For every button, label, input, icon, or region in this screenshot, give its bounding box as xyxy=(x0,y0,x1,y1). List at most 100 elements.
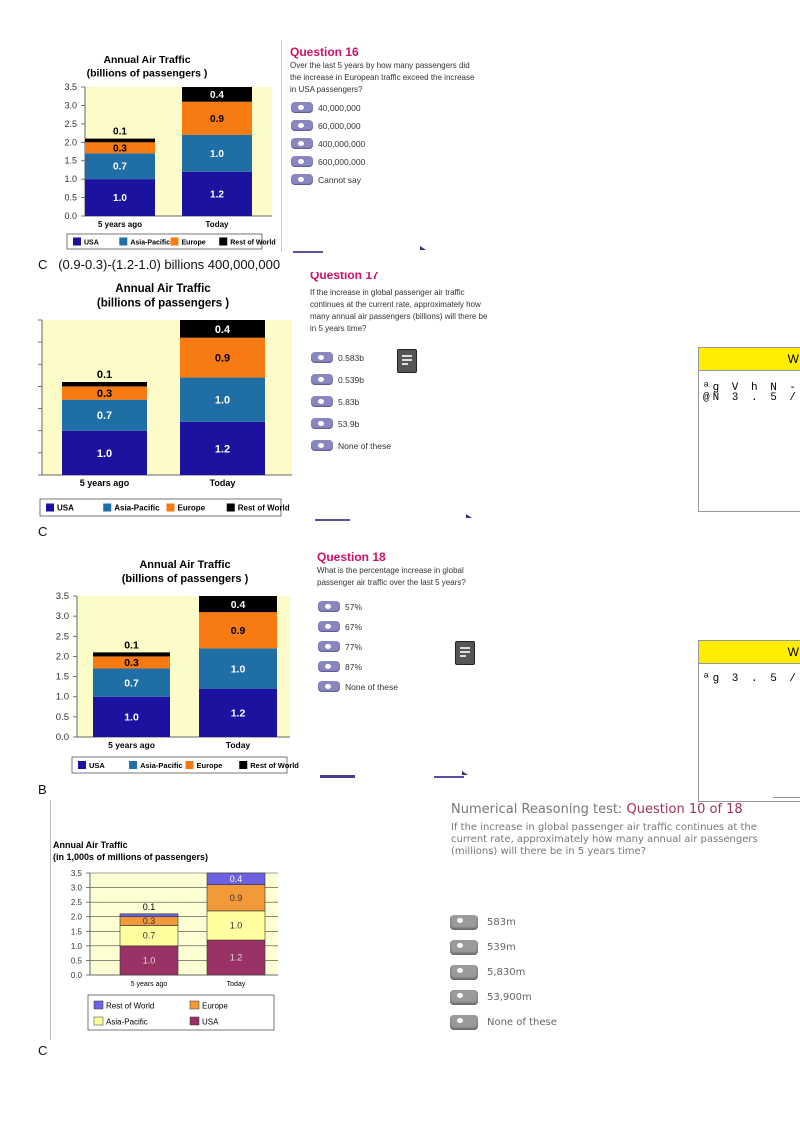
y-tick-label: 3.0 xyxy=(56,611,69,622)
data-label: 0.9 xyxy=(230,893,243,903)
note-icon[interactable] xyxy=(397,349,417,373)
nav-button[interactable] xyxy=(320,775,355,778)
legend-label: Europe xyxy=(202,1002,228,1011)
legend-swatch xyxy=(226,503,235,512)
chart-3: Annual Air Traffic (billions of passenger… xyxy=(56,559,299,774)
answer-option[interactable]: 583m xyxy=(450,915,516,930)
radio-button[interactable] xyxy=(450,1015,478,1030)
nav-button[interactable] xyxy=(293,251,323,253)
answer-option[interactable]: 0.539b xyxy=(311,374,364,385)
data-label: 0.9 xyxy=(215,353,230,365)
answer-option[interactable]: 539m xyxy=(450,940,516,955)
data-label: 1.0 xyxy=(230,920,243,930)
radio-button[interactable] xyxy=(291,120,313,131)
nav-button[interactable] xyxy=(434,776,464,778)
test-name: Numerical Reasoning test: xyxy=(451,802,627,817)
answer-option[interactable]: 53.9b xyxy=(311,418,359,429)
answer-option[interactable]: None of these xyxy=(450,1015,557,1030)
answer-option[interactable]: 60,000,000 xyxy=(291,120,361,131)
radio-button[interactable] xyxy=(318,601,340,612)
answer-option[interactable]: 57% xyxy=(318,601,362,612)
radio-button[interactable] xyxy=(311,352,333,363)
answer-option[interactable]: None of these xyxy=(318,681,398,692)
legend-swatch xyxy=(93,1016,104,1026)
text-line: in 5 years time? xyxy=(310,324,367,333)
answer-option[interactable]: 5.83b xyxy=(311,396,359,407)
radio-button[interactable] xyxy=(450,940,478,955)
radio-button[interactable] xyxy=(291,102,313,113)
legend-swatch xyxy=(189,1000,200,1010)
answer-option[interactable]: 87% xyxy=(318,661,362,672)
bar-segment-europe xyxy=(182,101,252,135)
option-label: 40,000,000 xyxy=(318,102,361,113)
answer-option[interactable]: None of these xyxy=(311,440,391,451)
question-16-text: Over the last 5 years by how many passen… xyxy=(290,60,474,96)
legend-swatch xyxy=(219,237,228,246)
answer-option[interactable]: 5,830m xyxy=(450,965,525,980)
next-arrow-icon[interactable] xyxy=(420,246,426,250)
chart-title: Annual Air Traffic xyxy=(139,559,230,571)
answer-option[interactable]: 40,000,000 xyxy=(291,102,361,113)
radio-button[interactable] xyxy=(291,138,313,149)
x-tick-label: Today xyxy=(210,478,236,488)
radio-button[interactable] xyxy=(311,440,333,451)
radio-button[interactable] xyxy=(318,681,340,692)
answer-option[interactable]: 0.583b xyxy=(311,352,364,363)
answer-option[interactable]: 67% xyxy=(318,621,362,632)
data-label: 1.0 xyxy=(231,663,246,675)
chart-title: Annual Air Traffic xyxy=(115,283,211,295)
panel-divider xyxy=(50,800,51,1040)
legend-swatch xyxy=(73,237,81,246)
radio-button[interactable] xyxy=(311,418,333,429)
option-label: 583m xyxy=(487,917,516,928)
radio-button[interactable] xyxy=(450,915,478,930)
data-label: 0.3 xyxy=(113,143,127,154)
option-label: None of these xyxy=(487,1017,557,1028)
chart-2: Annual Air Traffic (billions of passenger… xyxy=(0,0,800,540)
option-label: 0.539b xyxy=(338,374,364,385)
legend-label: Rest of World xyxy=(230,240,275,247)
y-tick-label: 3.5 xyxy=(56,591,69,602)
bar-segment-asia-pacific xyxy=(206,910,266,941)
text-line: What is the percentage increase in globa… xyxy=(317,566,464,575)
legend-swatch xyxy=(166,503,175,512)
y-tick-label: 0.0 xyxy=(71,971,83,980)
radio-button[interactable] xyxy=(318,621,340,632)
legend xyxy=(66,233,263,250)
radio-button[interactable] xyxy=(318,641,340,652)
data-label: 0.4 xyxy=(230,874,243,884)
bar-segment-rest-of-world xyxy=(180,320,265,338)
next-arrow-icon[interactable] xyxy=(462,771,468,775)
y-tick-label: 1.0 xyxy=(71,942,83,951)
data-label: 1.0 xyxy=(143,955,156,965)
next-arrow-icon[interactable] xyxy=(466,514,472,518)
nav-button[interactable] xyxy=(315,519,350,521)
note-icon[interactable] xyxy=(455,641,475,665)
radio-button[interactable] xyxy=(311,396,333,407)
answer-option[interactable]: 600,000,000 xyxy=(291,156,365,167)
x-tick-label: 5 years ago xyxy=(131,981,168,988)
answer-option[interactable]: 77% xyxy=(318,641,362,652)
question-10-heading: Numerical Reasoning test: Question 10 of… xyxy=(451,802,743,817)
y-tick-label: 2.0 xyxy=(71,913,83,922)
answer-option[interactable]: 53,900m xyxy=(450,990,532,1005)
question-10-text: If the increase in global passenger air … xyxy=(451,822,758,858)
bar-segment-asia-pacific xyxy=(182,134,252,172)
chart-title: Annual Air Traffic xyxy=(53,840,128,850)
radio-button[interactable] xyxy=(450,990,478,1005)
radio-button[interactable] xyxy=(311,374,333,385)
radio-button[interactable] xyxy=(450,965,478,980)
x-tick-label: Today xyxy=(206,220,230,229)
answer-option[interactable]: 400,000,000 xyxy=(291,138,365,149)
option-label: 5,830m xyxy=(487,967,526,978)
radio-button[interactable] xyxy=(318,661,340,672)
question-17-text: If the increase in global passenger air … xyxy=(310,287,487,335)
legend xyxy=(87,994,275,1031)
radio-button[interactable] xyxy=(291,156,313,167)
radio-button[interactable] xyxy=(291,174,313,185)
answer-option[interactable]: Cannot say xyxy=(291,174,361,185)
data-label: 0.4 xyxy=(215,324,231,336)
data-label: 0.1 xyxy=(97,369,112,381)
data-label: 0.3 xyxy=(124,657,139,669)
bar-segment-usa xyxy=(62,430,147,475)
